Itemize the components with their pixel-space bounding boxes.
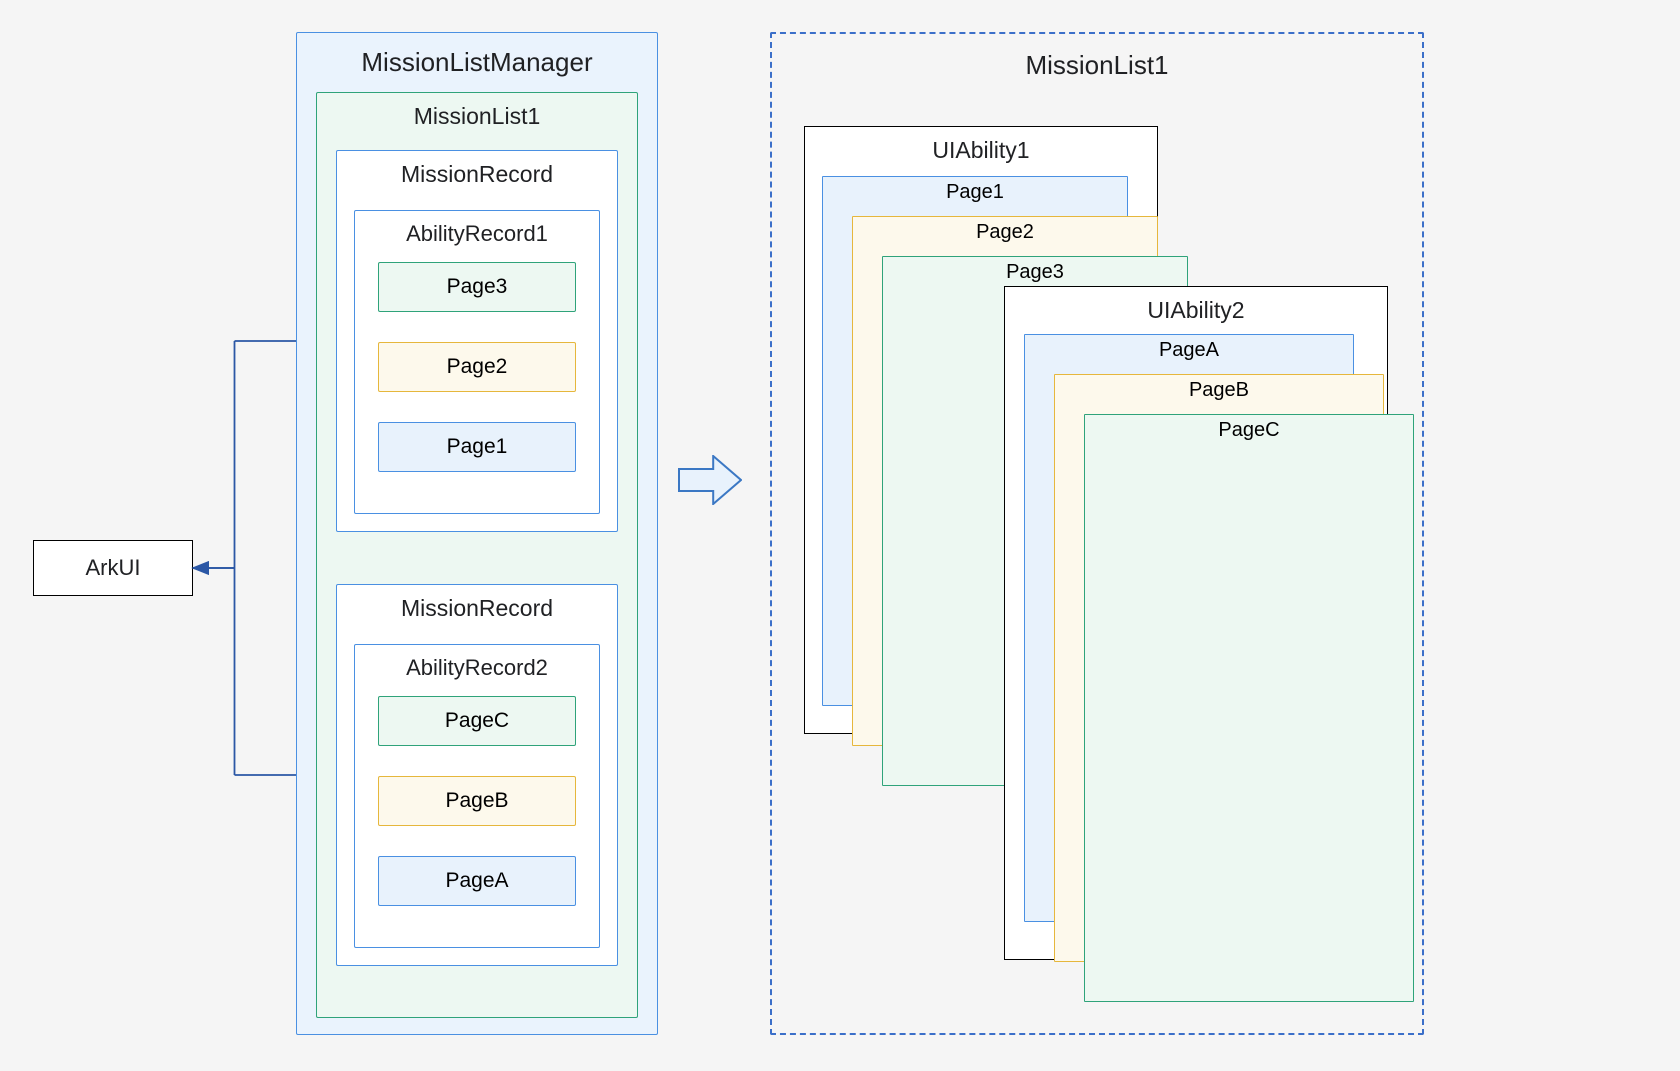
ui-ability-title: UIAbility2 [1005,297,1387,324]
mission-record-title: MissionRecord [337,595,617,622]
page-layer-label: PageA [1025,339,1353,362]
page-chip: Page3 [378,262,576,312]
right-ml1-title: MissionList1 [772,50,1422,81]
page-chip: PageB [378,776,576,826]
big-arrow-icon [678,455,742,505]
page-layer-label: Page2 [853,221,1157,244]
ability-record-title: AbilityRecord2 [355,655,599,681]
page-layer-label: Page1 [823,181,1127,204]
page-chip: PageC [378,696,576,746]
page-layer-label: Page3 [883,261,1187,284]
ability-record-title: AbilityRecord1 [355,221,599,247]
ui-ability-title: UIAbility1 [805,137,1157,164]
mlm-title: MissionListManager [297,47,657,78]
page-chip: Page1 [378,422,576,472]
page-layer-label: PageC [1085,419,1413,442]
ml1-title: MissionList1 [317,103,637,130]
page-chip: PageA [378,856,576,906]
page-layer: PageC [1084,414,1414,1002]
page-layer-label: PageB [1055,379,1383,402]
page-chip: Page2 [378,342,576,392]
mission-record-title: MissionRecord [337,161,617,188]
